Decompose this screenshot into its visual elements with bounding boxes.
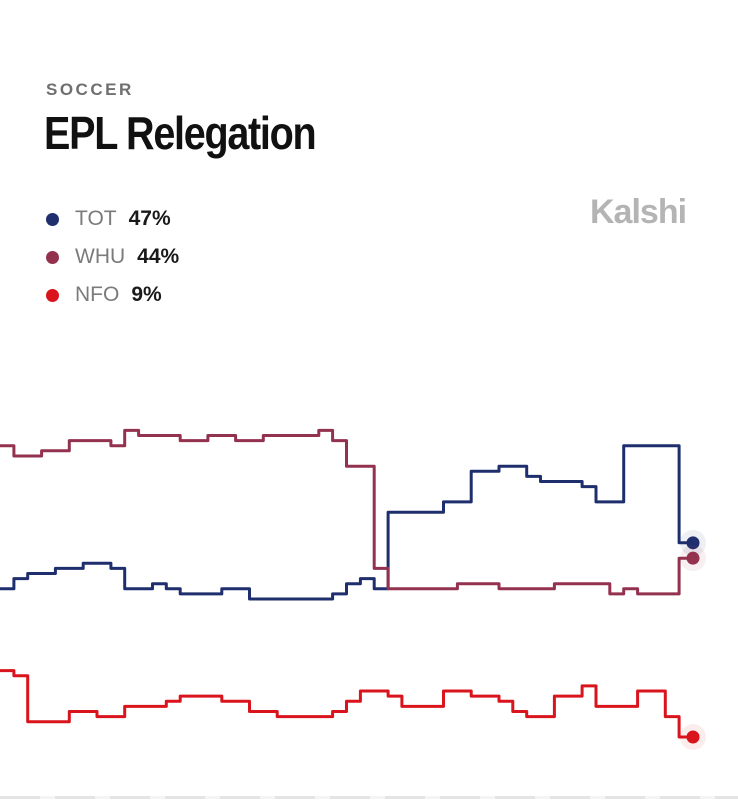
legend-label: WHU (75, 245, 126, 268)
legend-value: 47% (128, 207, 171, 230)
legend-value: 44% (137, 245, 180, 268)
bottom-divider (0, 796, 738, 799)
end-point-tot[interactable] (686, 536, 700, 550)
legend-dot-icon (46, 250, 59, 264)
end-point-whu[interactable] (686, 551, 700, 565)
category-label: SOCCER (46, 80, 134, 99)
legend-label: TOT (75, 207, 117, 230)
page-title: EPL Relegation (44, 107, 317, 159)
series-line-tot[interactable] (0, 444, 693, 601)
brand-logo: Kalshi (590, 193, 687, 231)
legend-dot-icon (46, 212, 59, 226)
series-line-nfo[interactable] (0, 669, 693, 739)
legend-item-nfo[interactable]: NFO 9% (46, 276, 179, 314)
legend-value: 9% (131, 283, 162, 306)
chart-legend: TOT 47% WHU 44% NFO 9% (46, 200, 179, 314)
end-point-nfo[interactable] (686, 730, 700, 744)
legend-item-whu[interactable]: WHU 44% (46, 238, 179, 276)
legend-label: NFO (75, 283, 120, 306)
series-line-whu[interactable] (0, 428, 693, 596)
legend-item-tot[interactable]: TOT 47% (46, 200, 179, 238)
legend-dot-icon (46, 288, 59, 302)
